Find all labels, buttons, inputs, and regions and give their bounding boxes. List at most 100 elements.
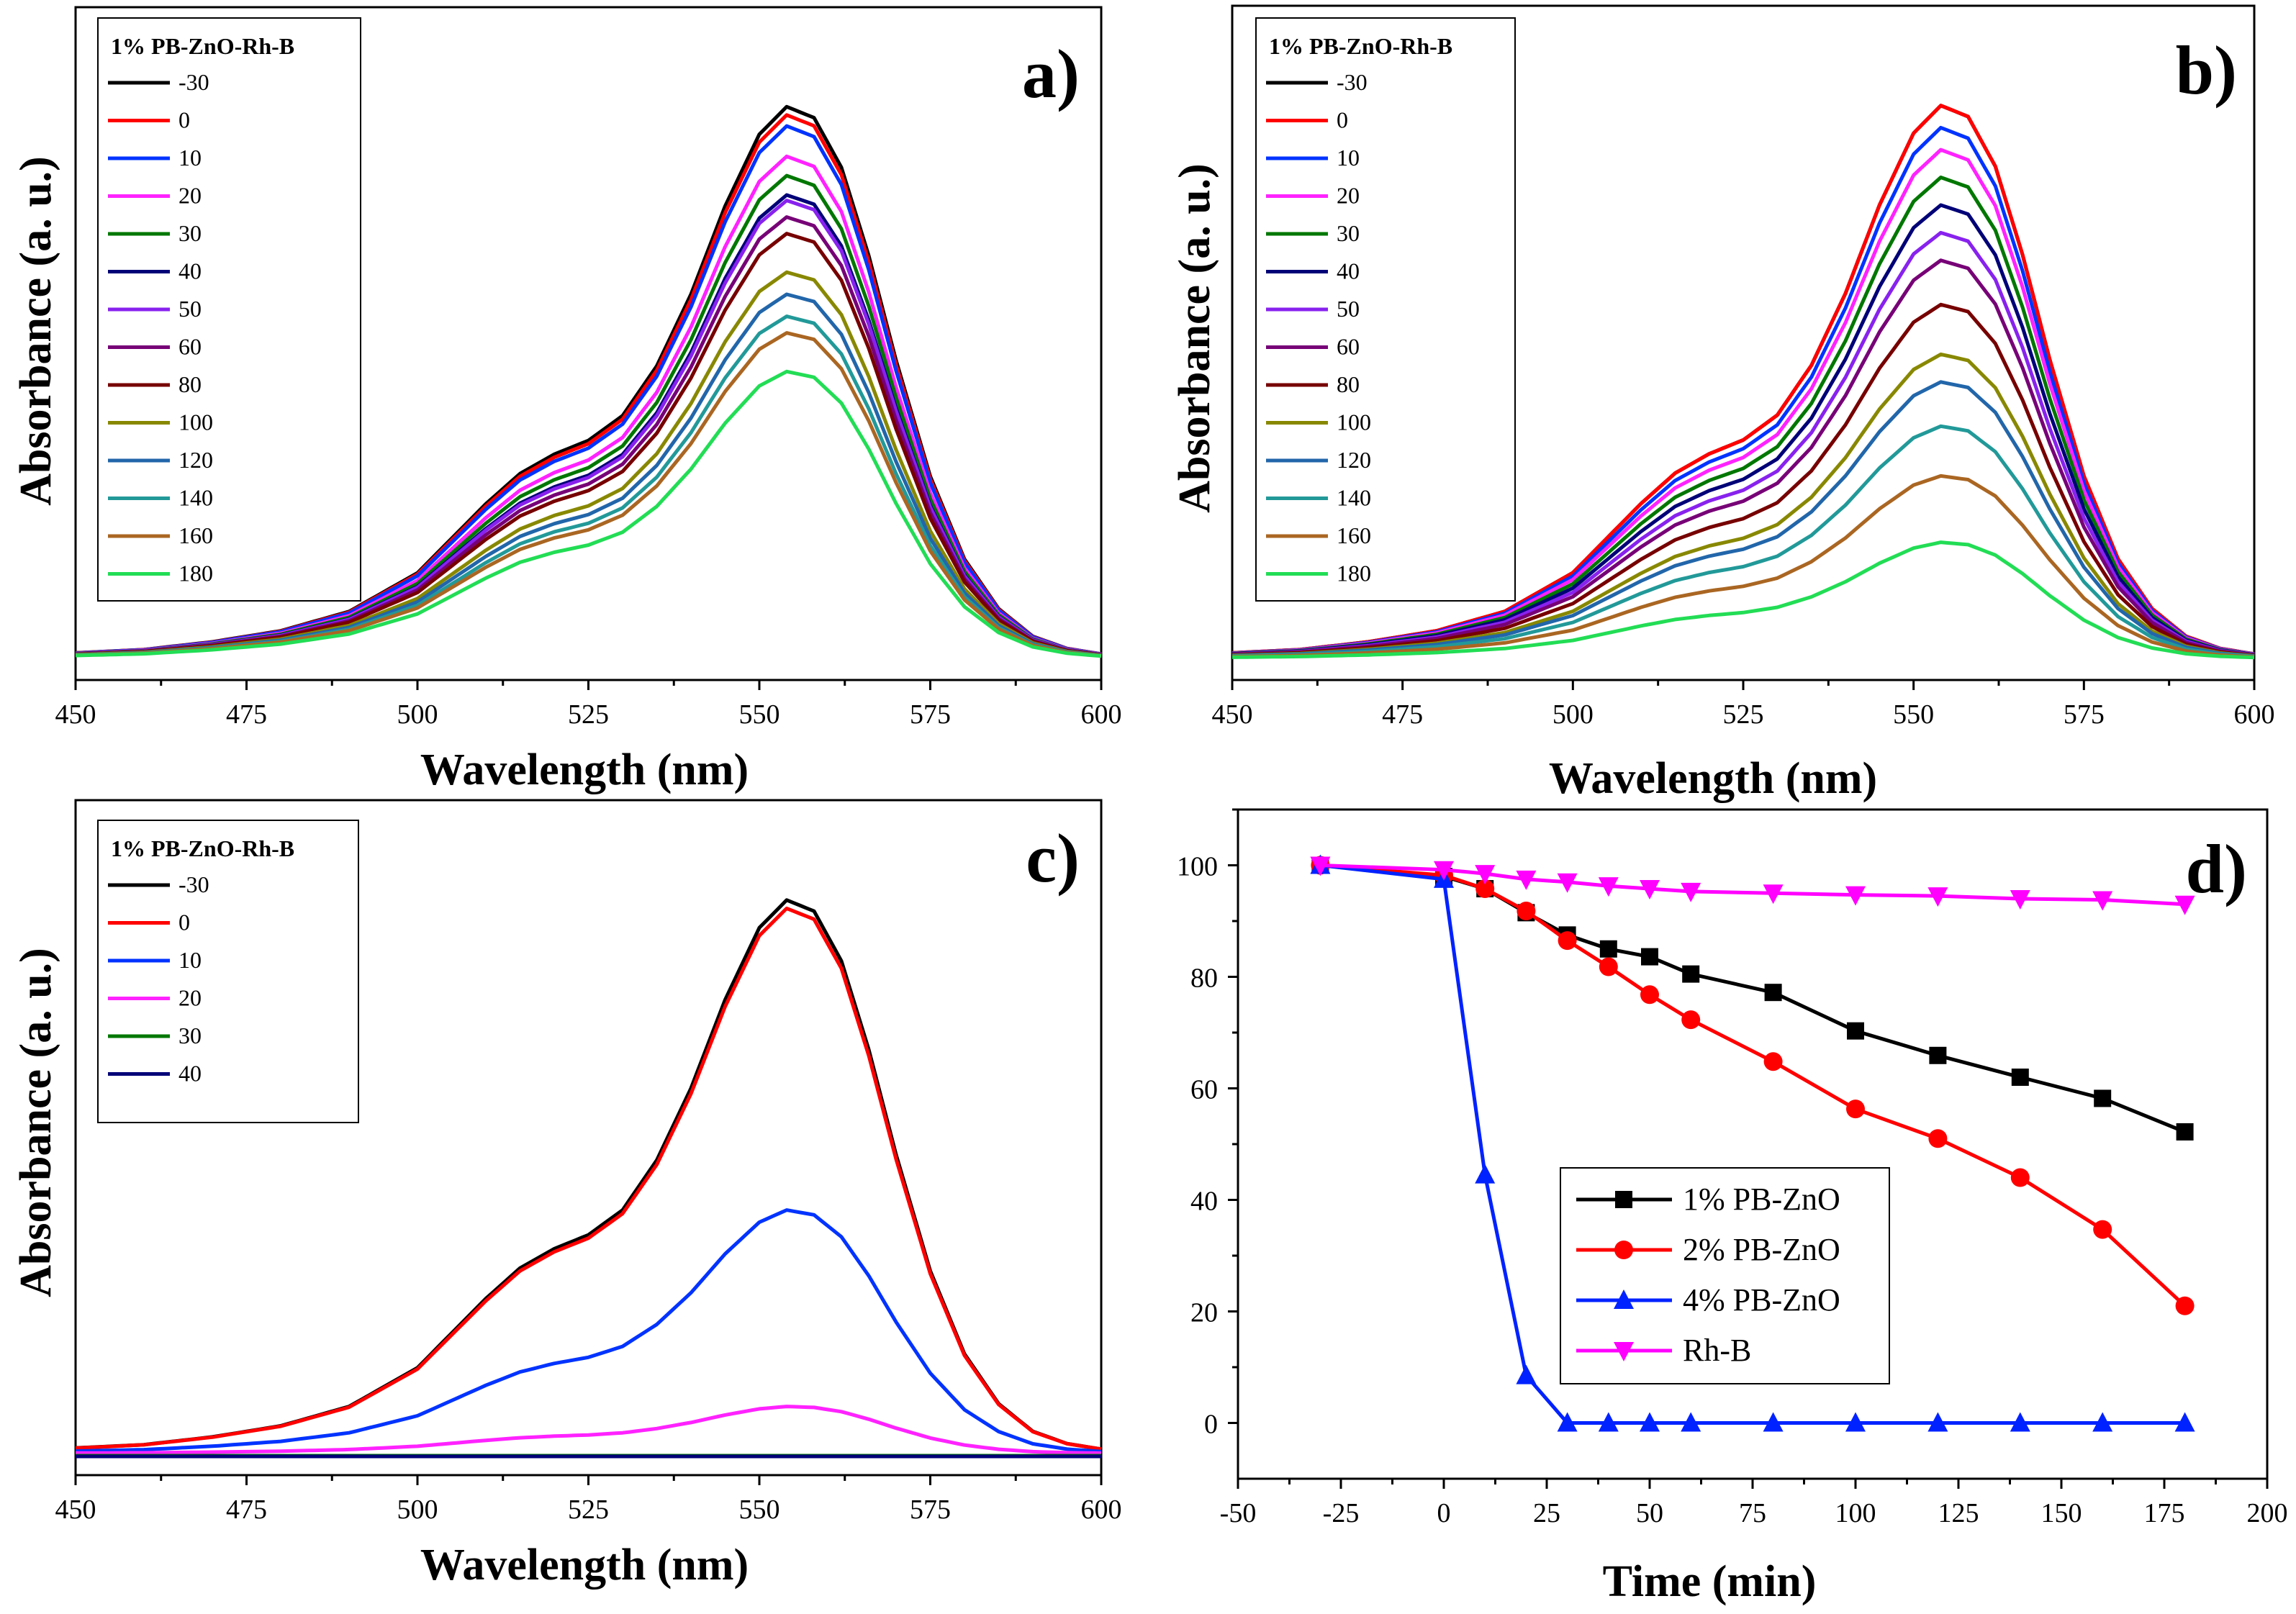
legend-label: 20 (1337, 183, 1360, 209)
series-line-180 (75, 369, 1102, 658)
data-point (1640, 880, 1660, 900)
data-point (1641, 948, 1658, 966)
data-point (1763, 1412, 1784, 1432)
legend-label: 180 (1337, 561, 1371, 586)
data-point (2174, 1412, 2195, 1432)
data-point (2010, 1168, 2030, 1187)
x-tick-label: -50 (1220, 1498, 1257, 1528)
legend-marker (1614, 1342, 1634, 1361)
x-tick-label: 575 (2064, 699, 2105, 730)
panel-d: Time (min) d) -50 -25 0 25 50 75 100 125 150 175 2… (1177, 808, 2288, 1606)
data-point (1598, 877, 1619, 897)
data-point (2175, 1296, 2195, 1315)
legend-label: 0 (178, 107, 190, 133)
data-point (2094, 1089, 2112, 1107)
series-line-80 (1231, 302, 2255, 658)
series-line-140 (1231, 424, 2255, 658)
data-point (1640, 1412, 1660, 1432)
legend-label: 10 (1337, 145, 1360, 171)
data-point (1764, 984, 1782, 1002)
series-line-20 (76, 1405, 1102, 1455)
legend-label: 30 (178, 1023, 202, 1048)
panel-b: Absorbance (a. u.) Wavelength (nm) b) 45… (1170, 4, 2275, 803)
legend-label: -30 (178, 69, 209, 95)
legend-label: 100 (1337, 409, 1371, 435)
legend-label: 4% PB-ZnO (1683, 1282, 1840, 1318)
panel-c: Absorbance (a. u.) Wavelength (nm) c) 45… (12, 799, 1122, 1590)
x-tick-label: 500 (397, 699, 438, 730)
x-tick-label: 575 (910, 1495, 951, 1525)
legend-marker (1614, 1241, 1633, 1259)
data-point (1310, 856, 1331, 876)
x-tick-label: 200 (2247, 1498, 2288, 1528)
series-line-10 (75, 1208, 1102, 1454)
data-point (1599, 940, 1617, 958)
y-axis-title: Absorbance (a. u.) (1170, 163, 1219, 513)
data-point (1845, 886, 1866, 906)
y-tick-label: 80 (1190, 964, 1218, 994)
data-point (1475, 865, 1496, 885)
x-tick-label: 525 (1723, 699, 1764, 730)
legend-title: 1% PB-ZnO-Rh-B (111, 33, 294, 59)
legend-marker (1614, 1289, 1634, 1309)
x-tick-label: 450 (55, 1495, 96, 1525)
y-tick-label: 0 (1204, 1410, 1218, 1440)
x-tick-label: 0 (1437, 1498, 1451, 1528)
x-tick-label: 500 (1552, 699, 1594, 730)
legend-label: 80 (1337, 371, 1360, 397)
series-line-1% PB-ZnO (1320, 863, 2186, 1134)
panel-label: a) (1022, 35, 1080, 112)
legend-label: 100 (178, 409, 213, 435)
data-point (1847, 1022, 1864, 1040)
legend-label: 40 (1337, 258, 1360, 284)
data-point (1681, 1412, 1701, 1432)
data-point (1927, 887, 1948, 907)
y-axis-title: Absorbance (a. u.) (12, 156, 60, 506)
legend-label: 2% PB-ZnO (1683, 1232, 1840, 1267)
legend-label: 60 (1337, 334, 1360, 360)
x-tick-label: 525 (568, 699, 609, 730)
series-line-180 (1231, 540, 2255, 660)
data-point (1845, 1412, 1866, 1432)
legend-label: 180 (178, 561, 213, 586)
data-point (1763, 884, 1784, 905)
y-tick-label: 60 (1190, 1075, 1218, 1105)
legend-label: 20 (178, 985, 202, 1011)
series-line-Rh-B (1320, 863, 2185, 907)
x-tick-label: 100 (1835, 1498, 1876, 1528)
series-line-4% PB-ZnO (1320, 863, 2185, 1425)
y-tick-label: 100 (1177, 852, 1218, 882)
x-tick-label: 550 (739, 699, 780, 730)
data-point (1558, 931, 1577, 951)
x-tick-label: 475 (1382, 699, 1423, 730)
legend-label: 140 (1337, 485, 1371, 511)
data-point (2010, 1412, 2030, 1432)
x-tick-label: 575 (910, 699, 951, 730)
series-line-0 (75, 906, 1102, 1451)
legend-label: 20 (178, 183, 202, 209)
y-tick-label: 20 (1190, 1298, 1218, 1328)
legend-label: 0 (178, 910, 190, 935)
legend-label: 40 (178, 258, 202, 284)
x-tick-label: 550 (1893, 699, 1934, 730)
data-point (1516, 1364, 1537, 1384)
legend-title: 1% PB-ZnO-Rh-B (1269, 33, 1452, 59)
x-tick-label: 550 (739, 1495, 780, 1525)
panel-label: d) (2186, 830, 2247, 907)
x-axis-title: Wavelength (nm) (420, 1541, 749, 1590)
legend-label: 120 (178, 447, 213, 473)
data-point (1475, 879, 1495, 899)
x-tick-label: 475 (226, 699, 267, 730)
data-point (1846, 1100, 1865, 1119)
data-point (1434, 861, 1454, 881)
legend-marker (1615, 1191, 1632, 1208)
legend-label: 1% PB-ZnO (1683, 1182, 1840, 1217)
x-tick-label: 450 (55, 699, 96, 730)
legend-label: 10 (178, 947, 202, 973)
x-axis-title: Wavelength (nm) (1549, 754, 1877, 803)
data-point (1927, 1412, 1948, 1432)
x-tick-label: 450 (1212, 699, 1253, 730)
panel-a: Absorbance (a. u.) Wavelength (nm) a) 45… (12, 6, 1122, 794)
legend-title: 1% PB-ZnO-Rh-B (111, 835, 294, 861)
legend-label: 160 (178, 522, 213, 548)
